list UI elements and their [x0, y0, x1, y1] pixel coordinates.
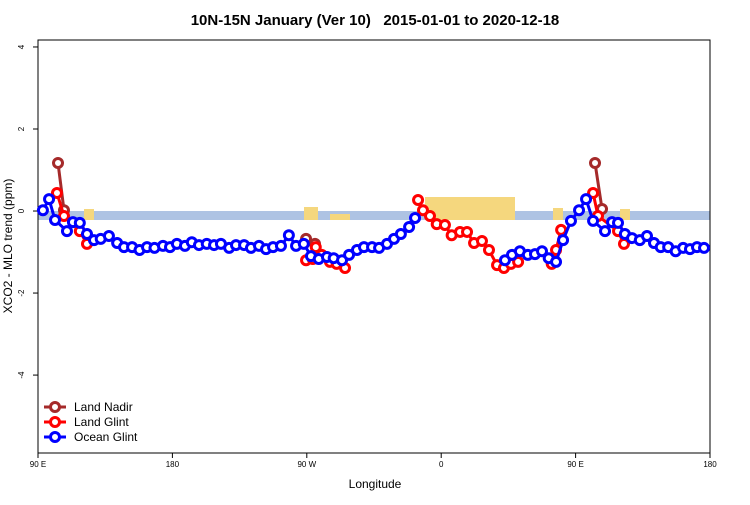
y-tick-label: -2	[17, 289, 26, 297]
x-tick-label: 90 E	[30, 460, 46, 469]
legend-swatch	[49, 401, 61, 413]
data-point	[612, 216, 625, 229]
data-point	[589, 157, 602, 170]
y-axis-label: XCO2 - MLO trend (ppm)	[1, 179, 15, 314]
chart-title: 10N-15N January (Ver 10) 2015-01-01 to 2…	[191, 12, 560, 29]
x-tick-label: 180	[703, 460, 717, 469]
data-point	[297, 237, 310, 250]
data-point	[438, 218, 451, 231]
data-point	[587, 186, 600, 199]
x-tick-label: 90 W	[297, 460, 316, 469]
data-point	[640, 230, 653, 243]
x-axis-label: Longitude	[349, 477, 402, 491]
series-line	[56, 162, 604, 246]
data-point	[60, 225, 73, 238]
data-point	[550, 255, 563, 268]
x-tick-label: 180	[166, 460, 180, 469]
data-point	[698, 241, 711, 254]
data-point	[573, 204, 586, 217]
data-point	[309, 241, 322, 254]
legend-swatch	[49, 416, 61, 428]
data-point	[274, 239, 287, 252]
y-tick-label: -4	[17, 371, 26, 379]
map-strip	[38, 197, 710, 220]
data-point	[403, 221, 416, 234]
data-point	[587, 214, 600, 227]
data-point	[43, 193, 56, 206]
data-point	[409, 211, 422, 224]
y-tick-label: 0	[17, 208, 26, 213]
data-point	[512, 255, 525, 268]
data-point	[52, 157, 65, 170]
y-tick-label: 4	[17, 44, 26, 49]
data-point	[475, 234, 488, 247]
data-point	[394, 227, 407, 240]
data-point	[482, 243, 495, 256]
data-point	[412, 193, 425, 206]
data-point	[36, 204, 49, 217]
data-point	[564, 214, 577, 227]
data-point	[461, 225, 474, 238]
data-point	[599, 225, 612, 238]
data-point	[555, 223, 568, 236]
data-point	[282, 229, 295, 242]
data-point	[49, 214, 62, 227]
legend-label: Land Nadir	[74, 400, 133, 414]
x-tick-label: 90 E	[567, 460, 583, 469]
data-point	[580, 193, 593, 206]
legend-swatch	[49, 431, 61, 443]
data-point	[424, 209, 436, 222]
legend-label: Land Glint	[74, 415, 129, 429]
plot-frame	[37, 39, 711, 454]
data-point	[102, 230, 115, 243]
legend-label: Ocean Glint	[74, 430, 138, 444]
data-point	[57, 209, 70, 222]
data-point	[557, 234, 570, 247]
data-point	[50, 186, 63, 199]
data-point	[80, 227, 93, 240]
data-point	[73, 216, 86, 229]
x-tick-label: 0	[439, 460, 444, 469]
data-point	[536, 245, 548, 258]
y-tick-label: 2	[17, 126, 26, 131]
